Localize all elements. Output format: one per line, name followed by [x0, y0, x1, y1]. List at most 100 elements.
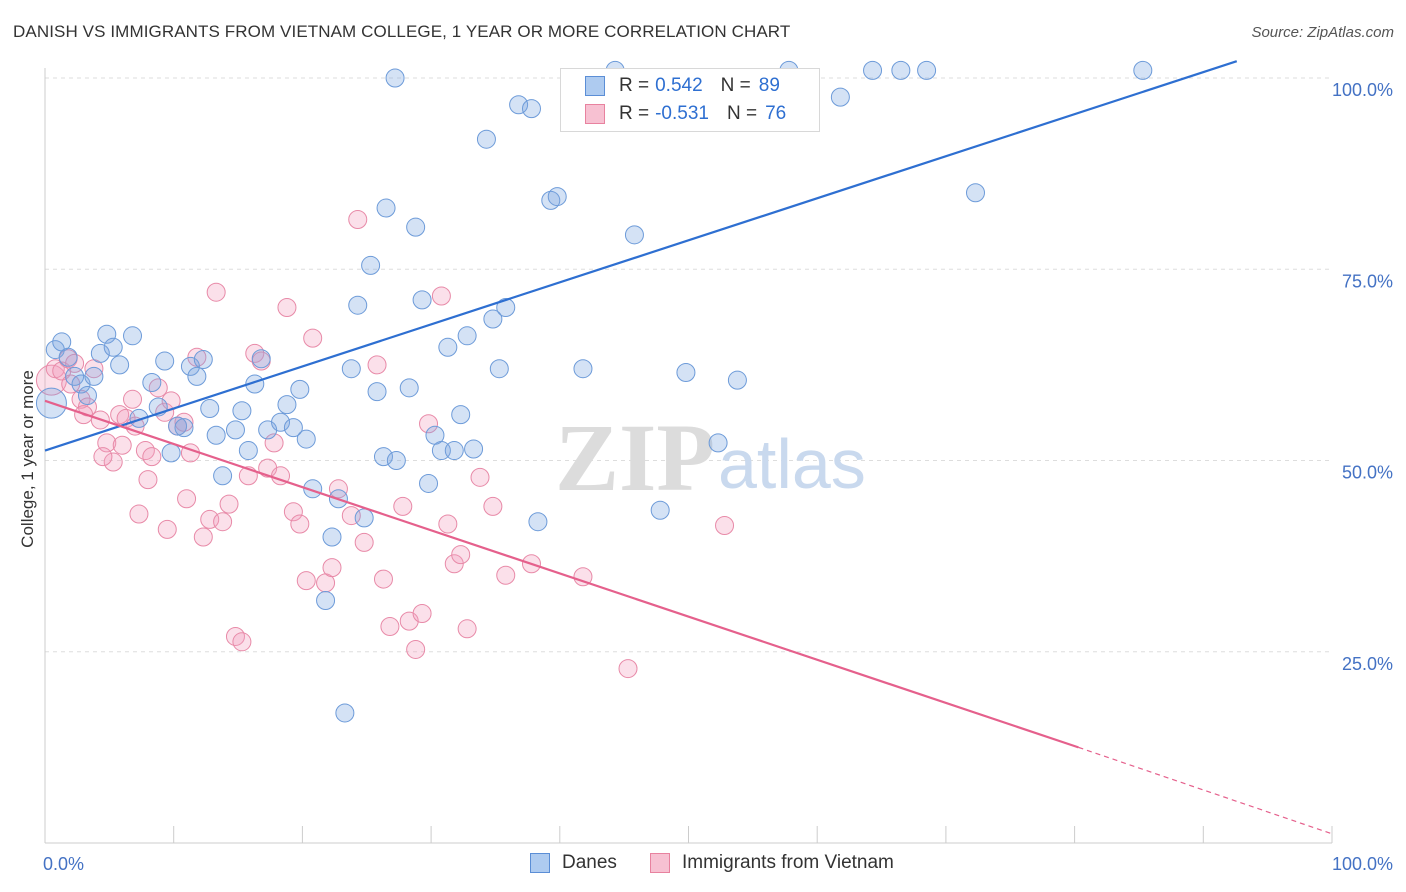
danes-point: [110, 355, 130, 375]
legend-row-danes: R = 0.542 N = 89: [585, 72, 780, 100]
vietnam-point: [380, 617, 400, 637]
danes-point: [238, 441, 258, 461]
vietnam-point: [213, 512, 233, 532]
danes-point: [316, 590, 336, 610]
danes-point: [361, 255, 381, 275]
danes-point: [431, 441, 451, 461]
axes: [44, 68, 1333, 844]
vietnam-point: [373, 569, 393, 589]
correlation-legend: R = 0.542 N = 89 R = -0.531 N = 76: [560, 68, 820, 132]
danes-point: [863, 60, 883, 80]
x-tick-label: 0.0%: [43, 854, 84, 874]
legend-n-label: N =: [726, 103, 758, 124]
danes-point: [341, 359, 361, 379]
vietnam-point: [348, 210, 368, 230]
vietnam-point: [715, 516, 735, 536]
vietnam-point: [93, 447, 113, 467]
danes-point: [283, 418, 303, 438]
vietnam-point: [412, 604, 432, 623]
vietnam-point: [393, 496, 413, 516]
danes-point: [489, 359, 509, 379]
legend-r-value: 0.542: [655, 75, 703, 96]
legend-item-vietnam[interactable]: Immigrants from Vietnam: [650, 852, 894, 874]
legend-label-danes: Danes: [562, 852, 617, 873]
danes-point: [251, 349, 271, 369]
danes-point: [103, 337, 123, 357]
watermark: ZIP atlas: [555, 404, 866, 511]
vietnam-point: [148, 378, 168, 398]
legend-n-label: N =: [720, 75, 751, 96]
danes-point: [213, 466, 233, 486]
danes-point: [399, 378, 419, 398]
vietnam-point: [277, 298, 297, 317]
vietnam-point: [483, 496, 503, 516]
vietnam-point: [290, 514, 310, 534]
chart-source: Source: ZipAtlas.com: [1251, 24, 1394, 41]
legend-swatch-vietnam: [585, 104, 605, 124]
danes-point: [225, 420, 245, 440]
danes-point: [168, 416, 188, 436]
danes-point: [123, 326, 143, 346]
vietnam-point: [296, 571, 316, 591]
danes-point: [650, 500, 670, 520]
danes-point: [200, 398, 220, 418]
y-tick-label: 75.0%: [1342, 271, 1393, 291]
series-legend: Danes Immigrants from Vietnam: [0, 850, 1406, 880]
legend-label-vietnam: Immigrants from Vietnam: [682, 852, 894, 873]
danes-point: [966, 183, 986, 203]
y-tick-label: 100.0%: [1332, 80, 1393, 100]
danes-point: [367, 382, 387, 402]
danes-point: [438, 337, 458, 357]
vietnam-point: [206, 282, 226, 302]
vietnam-point: [451, 545, 471, 565]
watermark-atlas: atlas: [718, 425, 866, 503]
legend-n-value: 76: [765, 103, 787, 124]
vietnam-point: [444, 554, 464, 574]
danes-point: [476, 129, 496, 149]
vietnam-point: [225, 626, 245, 646]
watermark-zip: ZIP: [555, 404, 715, 511]
danes-point: [624, 225, 644, 245]
legend-r-label: R =: [619, 75, 650, 96]
danes-point: [354, 508, 374, 528]
vietnam-point: [283, 502, 303, 522]
danes-point: [84, 366, 104, 386]
y-axis-title: College, 1 year or more: [18, 370, 37, 548]
series-danes-points: [35, 60, 1153, 723]
danes-point: [385, 68, 405, 88]
danes-point: [419, 473, 439, 493]
danes-point: [58, 347, 78, 367]
danes-point: [335, 703, 355, 723]
danes-point: [464, 439, 484, 459]
y-tick-label: 25.0%: [1342, 654, 1393, 674]
danes-point: [161, 443, 181, 463]
vietnam-point: [123, 389, 143, 409]
danes-point: [727, 370, 747, 390]
x-tick-labels: 0.0% 100.0%: [43, 854, 1393, 874]
vietnam-point: [457, 619, 477, 639]
danes-point: [376, 198, 396, 218]
trendlines: [44, 60, 1333, 835]
danes-point: [277, 395, 297, 415]
danes-point: [676, 363, 696, 383]
danes-point: [444, 441, 464, 461]
danes-point: [483, 309, 503, 329]
y-tick-label: 50.0%: [1342, 463, 1393, 483]
danes-point: [509, 95, 529, 115]
legend-item-danes[interactable]: Danes: [530, 852, 617, 874]
vietnam-point: [112, 435, 132, 455]
x-tick-label: 100.0%: [1332, 854, 1393, 874]
vietnam-point: [322, 558, 342, 578]
vietnam-point: [193, 527, 213, 547]
series-vietnam-points: [35, 210, 735, 679]
danes-point: [528, 512, 548, 532]
vietnam-trendline: [44, 399, 1079, 749]
danes-point: [496, 298, 516, 317]
chart-title: DANISH VS IMMIGRANTS FROM VIETNAM COLLEG…: [13, 22, 791, 41]
danes-point: [303, 479, 323, 499]
danes-point: [891, 60, 911, 80]
vietnam-point: [245, 343, 265, 363]
vietnam-point: [142, 447, 162, 467]
danes-point: [1133, 60, 1153, 80]
danes-point: [521, 99, 541, 119]
